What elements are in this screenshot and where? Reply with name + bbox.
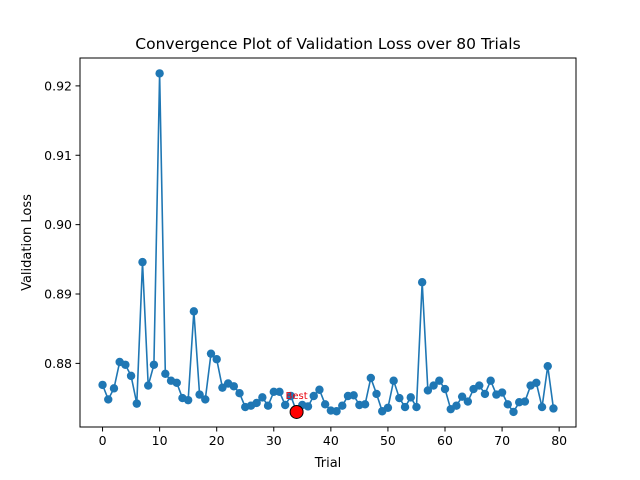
- data-point: [475, 381, 484, 390]
- data-point: [452, 401, 461, 410]
- data-point: [252, 398, 261, 408]
- axes-frame: [79, 57, 577, 428]
- data-point: [183, 395, 193, 405]
- data-point: [423, 386, 433, 395]
- data-point: [195, 390, 204, 399]
- x-tick-label: 40: [323, 433, 339, 448]
- y-tick-label: 0.92: [44, 78, 72, 93]
- x-tick-label: 0: [99, 433, 107, 448]
- data-point: [121, 360, 130, 369]
- chart-title: Convergence Plot of Validation Loss over…: [135, 35, 520, 53]
- data-point: [417, 278, 427, 287]
- data-point: [332, 407, 341, 416]
- data-point: [520, 397, 530, 406]
- data-point: [497, 388, 507, 397]
- data-point: [286, 391, 296, 401]
- data-point: [412, 402, 421, 412]
- data-point: [144, 381, 153, 390]
- data-point: [229, 382, 239, 391]
- x-axis-label: Trial: [314, 456, 342, 471]
- data-point: [172, 378, 181, 388]
- data-point: [206, 349, 216, 358]
- data-point: [126, 371, 136, 381]
- data-point: [509, 407, 518, 417]
- data-point: [429, 381, 438, 390]
- data-point: [532, 378, 541, 388]
- data-point: [303, 402, 313, 411]
- x-tick-label: 70: [494, 433, 510, 448]
- x-tick-label: 50: [380, 433, 396, 448]
- data-point: [480, 389, 490, 399]
- best-annotation: Best: [286, 391, 308, 402]
- plot-area: Best: [98, 69, 558, 419]
- data-point: [189, 307, 199, 316]
- data-point: [503, 400, 512, 409]
- data-point: [320, 400, 330, 409]
- data-point: [235, 389, 244, 398]
- data-point: [440, 384, 450, 394]
- data-point: [201, 395, 210, 404]
- data-point: [104, 395, 113, 404]
- x-tick-label: 20: [209, 433, 225, 448]
- data-point: [389, 376, 398, 385]
- data-point: [383, 403, 393, 412]
- data-point: [263, 401, 273, 410]
- data-point: [338, 401, 347, 410]
- data-point: [349, 391, 358, 400]
- data-point: [457, 392, 467, 401]
- data-point: [549, 404, 558, 413]
- data-point: [372, 389, 381, 399]
- x-tick-label: 30: [266, 433, 282, 448]
- x-tick-label: 80: [551, 433, 567, 448]
- data-point: [275, 387, 284, 397]
- data-point: [161, 369, 170, 378]
- data-point: [360, 400, 370, 409]
- x-tick-label: 60: [437, 433, 453, 448]
- data-point: [309, 391, 318, 401]
- data-point: [315, 385, 324, 394]
- y-tick-label: 0.88: [44, 356, 72, 371]
- data-point: [212, 355, 221, 364]
- y-axis-label: Validation Loss: [20, 194, 35, 291]
- data-point: [406, 393, 415, 402]
- x-axis: 0 10 20 30 40 50 60 70 80: [99, 427, 567, 448]
- data-point: [258, 393, 267, 402]
- data-point: [149, 360, 159, 369]
- data-point: [138, 257, 147, 267]
- y-tick-label: 0.90: [44, 217, 72, 232]
- data-point: [109, 384, 119, 393]
- data-point: [395, 393, 404, 403]
- y-axis: 0.88 0.89 0.90 0.91 0.92: [44, 78, 80, 371]
- best-point-marker: [289, 404, 304, 419]
- data-point: [366, 373, 376, 383]
- data-point: [280, 400, 290, 410]
- data-point: [463, 397, 473, 406]
- data-point: [132, 399, 141, 408]
- data-point: [435, 376, 444, 385]
- data-point: [537, 402, 547, 412]
- x-tick-label: 10: [152, 433, 168, 448]
- data-point: [98, 380, 107, 390]
- data-point: [400, 402, 410, 412]
- data-point: [486, 376, 495, 385]
- y-tick-label: 0.89: [44, 287, 72, 302]
- data-point: [543, 361, 552, 371]
- y-tick-label: 0.91: [44, 148, 72, 163]
- data-point: [155, 69, 164, 78]
